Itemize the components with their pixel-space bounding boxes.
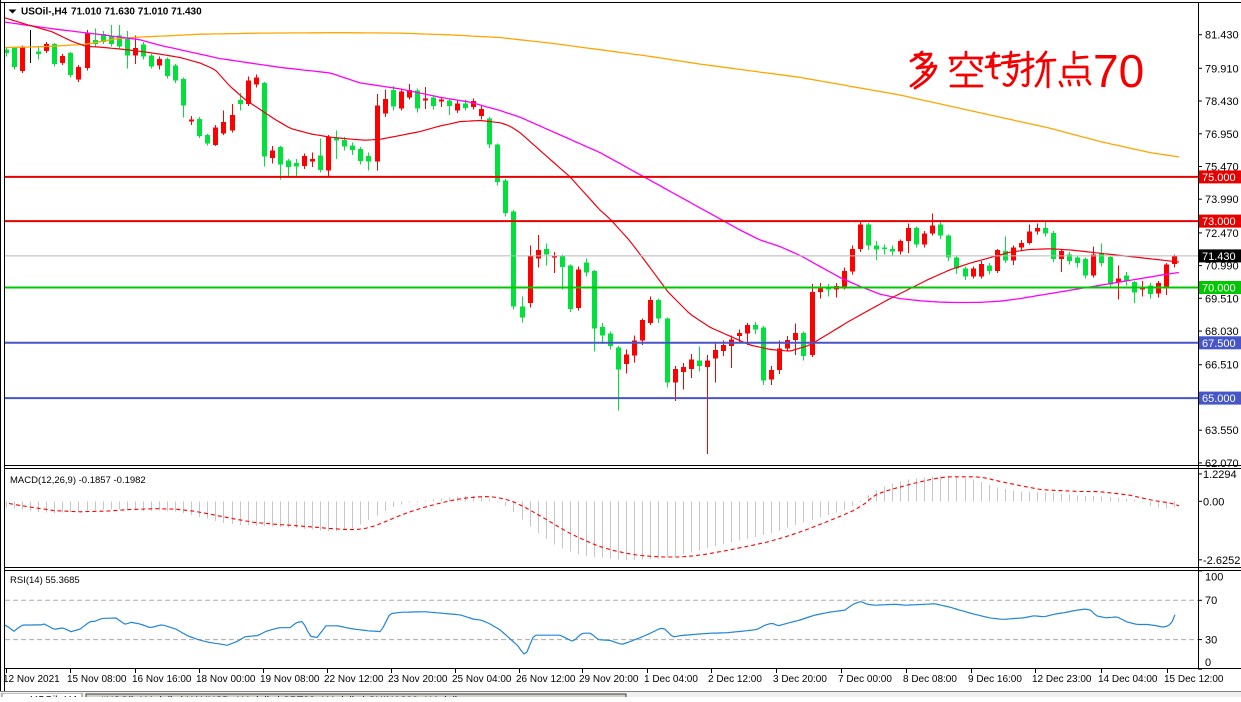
svg-text:8 Dec 08:00: 8 Dec 08:00: [903, 674, 957, 685]
svg-text:15 Nov 08:00: 15 Nov 08:00: [67, 674, 127, 685]
svg-text:15 Dec 12:00: 15 Dec 12:00: [1164, 674, 1224, 685]
svg-text:67.500: 67.500: [1202, 338, 1236, 350]
svg-text:63.550: 63.550: [1205, 425, 1239, 437]
svg-text:72.470: 72.470: [1205, 228, 1239, 240]
svg-text:7 Dec 00:00: 7 Dec 00:00: [838, 674, 892, 685]
svg-text:65.000: 65.000: [1202, 393, 1236, 405]
svg-text:75.000: 75.000: [1202, 172, 1236, 184]
svg-text:26 Nov 12:00: 26 Nov 12:00: [516, 674, 576, 685]
svg-text:66.510: 66.510: [1205, 360, 1239, 372]
svg-text:22 Nov 12:00: 22 Nov 12:00: [324, 674, 384, 685]
svg-text:3 Dec 20:00: 3 Dec 20:00: [773, 674, 827, 685]
svg-text:#USOil-,H4 daily | XAUUSD-,H4: #USOil-,H4 daily | XAUUSD-,H4 daily | SP…: [100, 695, 463, 698]
svg-text:70: 70: [1205, 595, 1217, 607]
svg-text:70: 70: [1093, 45, 1144, 97]
svg-text:12 Nov 2021: 12 Nov 2021: [3, 674, 60, 685]
svg-text:23 Nov 20:00: 23 Nov 20:00: [388, 674, 448, 685]
svg-text:25 Nov 04:00: 25 Nov 04:00: [452, 674, 512, 685]
svg-text:RSI(14) 55.3685: RSI(14) 55.3685: [10, 575, 80, 586]
svg-text:76.950: 76.950: [1205, 129, 1239, 141]
svg-text:9 Dec 16:00: 9 Dec 16:00: [968, 674, 1022, 685]
svg-text:1.2294: 1.2294: [1203, 469, 1237, 481]
svg-text:1 Dec 04:00: 1 Dec 04:00: [644, 674, 698, 685]
svg-text:68.030: 68.030: [1205, 326, 1239, 338]
svg-text:2 Dec 12:00: 2 Dec 12:00: [708, 674, 762, 685]
svg-text:29 Nov 20:00: 29 Nov 20:00: [579, 674, 639, 685]
svg-text:70.990: 70.990: [1205, 261, 1239, 273]
svg-text:16 Nov 16:00: 16 Nov 16:00: [132, 674, 192, 685]
svg-text:USOil-,H4: USOil-,H4: [21, 7, 68, 18]
svg-text:69.510: 69.510: [1205, 293, 1239, 305]
svg-text:0.00: 0.00: [1203, 496, 1224, 508]
svg-text:-2.6252: -2.6252: [1203, 555, 1240, 567]
svg-text:79.910: 79.910: [1205, 63, 1239, 75]
svg-text:71.010 71.630 71.010 71.430: 71.010 71.630 71.010 71.430: [71, 7, 202, 18]
svg-text:14 Dec 04:00: 14 Dec 04:00: [1098, 674, 1158, 685]
svg-text:70.000: 70.000: [1202, 283, 1236, 295]
svg-text:73.000: 73.000: [1202, 216, 1236, 228]
svg-text:0: 0: [1205, 657, 1211, 669]
svg-text:18 Nov 00:00: 18 Nov 00:00: [196, 674, 256, 685]
svg-text:30: 30: [1205, 634, 1217, 646]
svg-text:71.430: 71.430: [1202, 251, 1236, 263]
svg-text:19 Nov 08:00: 19 Nov 08:00: [260, 674, 320, 685]
svg-text:62.070: 62.070: [1205, 458, 1239, 470]
svg-text:USOil-,H4: USOil-,H4: [30, 694, 77, 697]
svg-text:MACD(12,26,9) -0.1857 -0.1982: MACD(12,26,9) -0.1857 -0.1982: [10, 475, 146, 486]
svg-text:12 Dec 23:00: 12 Dec 23:00: [1032, 674, 1092, 685]
svg-text:100: 100: [1205, 572, 1223, 584]
svg-text:81.430: 81.430: [1205, 30, 1239, 42]
svg-text:73.990: 73.990: [1205, 194, 1239, 206]
svg-text:78.430: 78.430: [1205, 96, 1239, 108]
